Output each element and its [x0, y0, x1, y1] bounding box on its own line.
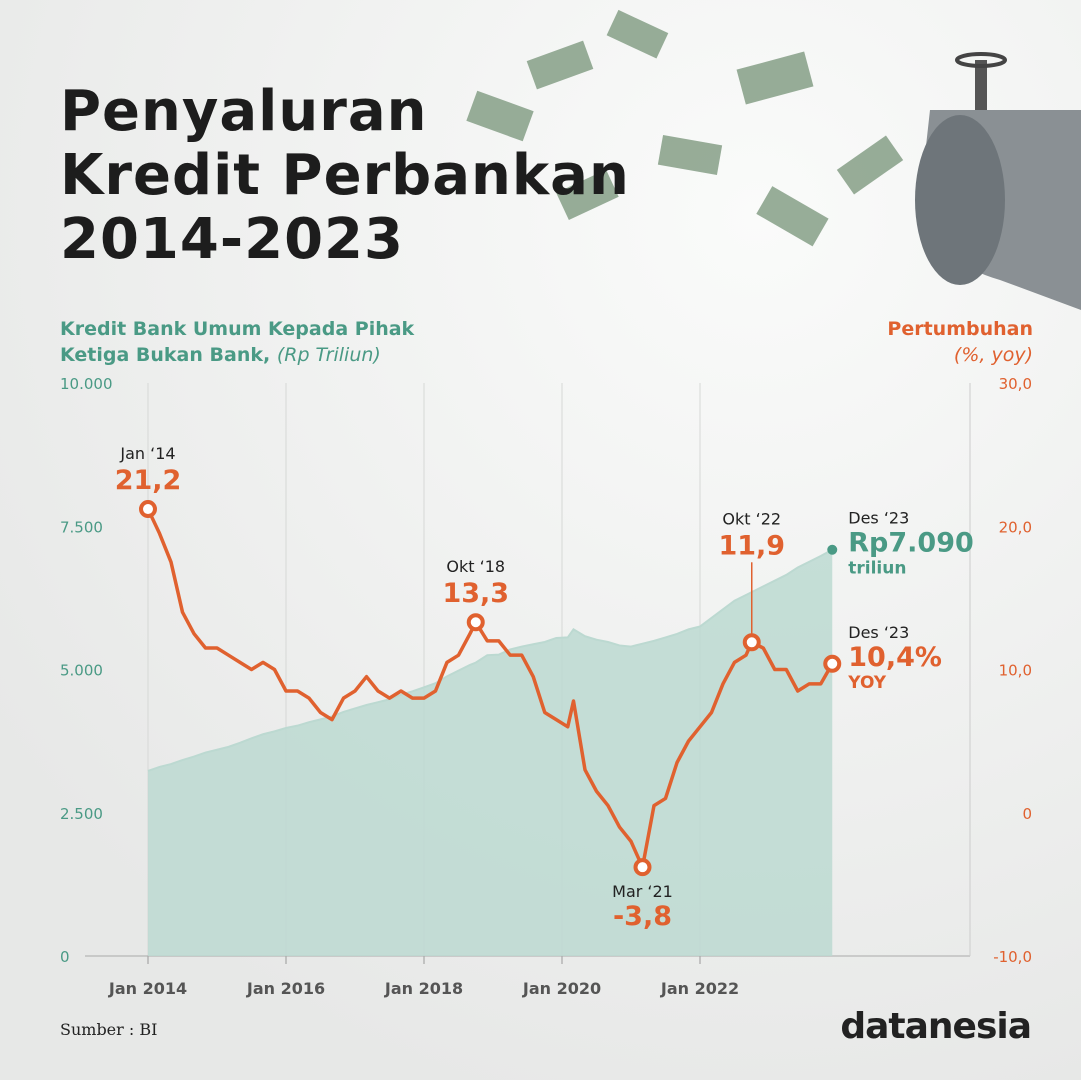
source: Sumber : BI: [60, 1020, 158, 1039]
x-tick-label: Jan 2016: [246, 979, 325, 998]
y2-tick-label: 30,0: [999, 375, 1032, 393]
point-marker: [466, 613, 485, 632]
point-marker: [827, 544, 838, 555]
y-tick-label: 2.500: [60, 805, 103, 823]
point-label: Mar ‘21: [612, 882, 673, 901]
point-label: Jan ‘14: [119, 444, 175, 463]
y-label-unit: (Rp Triliun): [276, 344, 381, 366]
y2-tick-label: 20,0: [999, 518, 1032, 536]
value-label: 11,9: [718, 530, 785, 561]
y-tick-label: 7.500: [60, 518, 103, 536]
point-label: Okt ‘22: [722, 509, 781, 528]
y-label: Kredit Bank Umum Kepada Pihak Ketiga Buk…: [60, 318, 415, 366]
value-label: 21,2: [115, 465, 182, 496]
y2-tick-label: 10,0: [999, 662, 1032, 680]
y-tick-label: 10.000: [60, 375, 113, 393]
title-line: Kredit Perbankan: [60, 143, 630, 208]
line: [146, 508, 834, 869]
value-label: 10,4%: [848, 642, 942, 673]
y-tick-label: 5.000: [60, 662, 103, 680]
x-tick-label: Jan 2014: [108, 979, 187, 998]
point-marker: [139, 500, 157, 519]
y2-tick-label: -10,0: [993, 948, 1032, 966]
point-marker: [633, 858, 652, 877]
area-edge: [147, 548, 833, 772]
value-label: 13,3: [442, 578, 509, 609]
value-label: Rp7.090: [848, 528, 974, 559]
brand: datanesia: [840, 1006, 1032, 1047]
point-label: Okt ‘18: [446, 557, 505, 576]
x-tick-label: Jan 2018: [384, 979, 463, 998]
value-label: -3,8: [613, 901, 672, 932]
x-tick-label: Jan 2022: [660, 979, 739, 998]
end-note: triliun: [848, 559, 906, 579]
title-line: 2014-2023: [60, 207, 404, 272]
y2-label-unit: (%, yoy): [953, 344, 1033, 366]
point-label: Des ‘23: [848, 623, 909, 642]
y2-axis-label: Pertumbuhan (%, yoy): [887, 316, 1033, 368]
y2-tick-label: 0: [1022, 805, 1032, 823]
end-note: YOY: [847, 673, 887, 693]
point-marker: [742, 633, 761, 652]
title: Penyaluran Kredit Perbankan 2014-2023: [60, 80, 630, 272]
title-line: Penyaluran: [60, 79, 428, 144]
point-label: Des ‘23: [848, 509, 909, 528]
point-marker: [823, 654, 842, 673]
y-axis-label: Kredit Bank Umum Kepada Pihak Ketiga Buk…: [60, 316, 440, 368]
y2-label: Pertumbuhan: [887, 318, 1033, 340]
y-tick-label: 0: [60, 948, 70, 966]
x-tick-label: Jan 2020: [522, 979, 601, 998]
area: [148, 549, 833, 956]
